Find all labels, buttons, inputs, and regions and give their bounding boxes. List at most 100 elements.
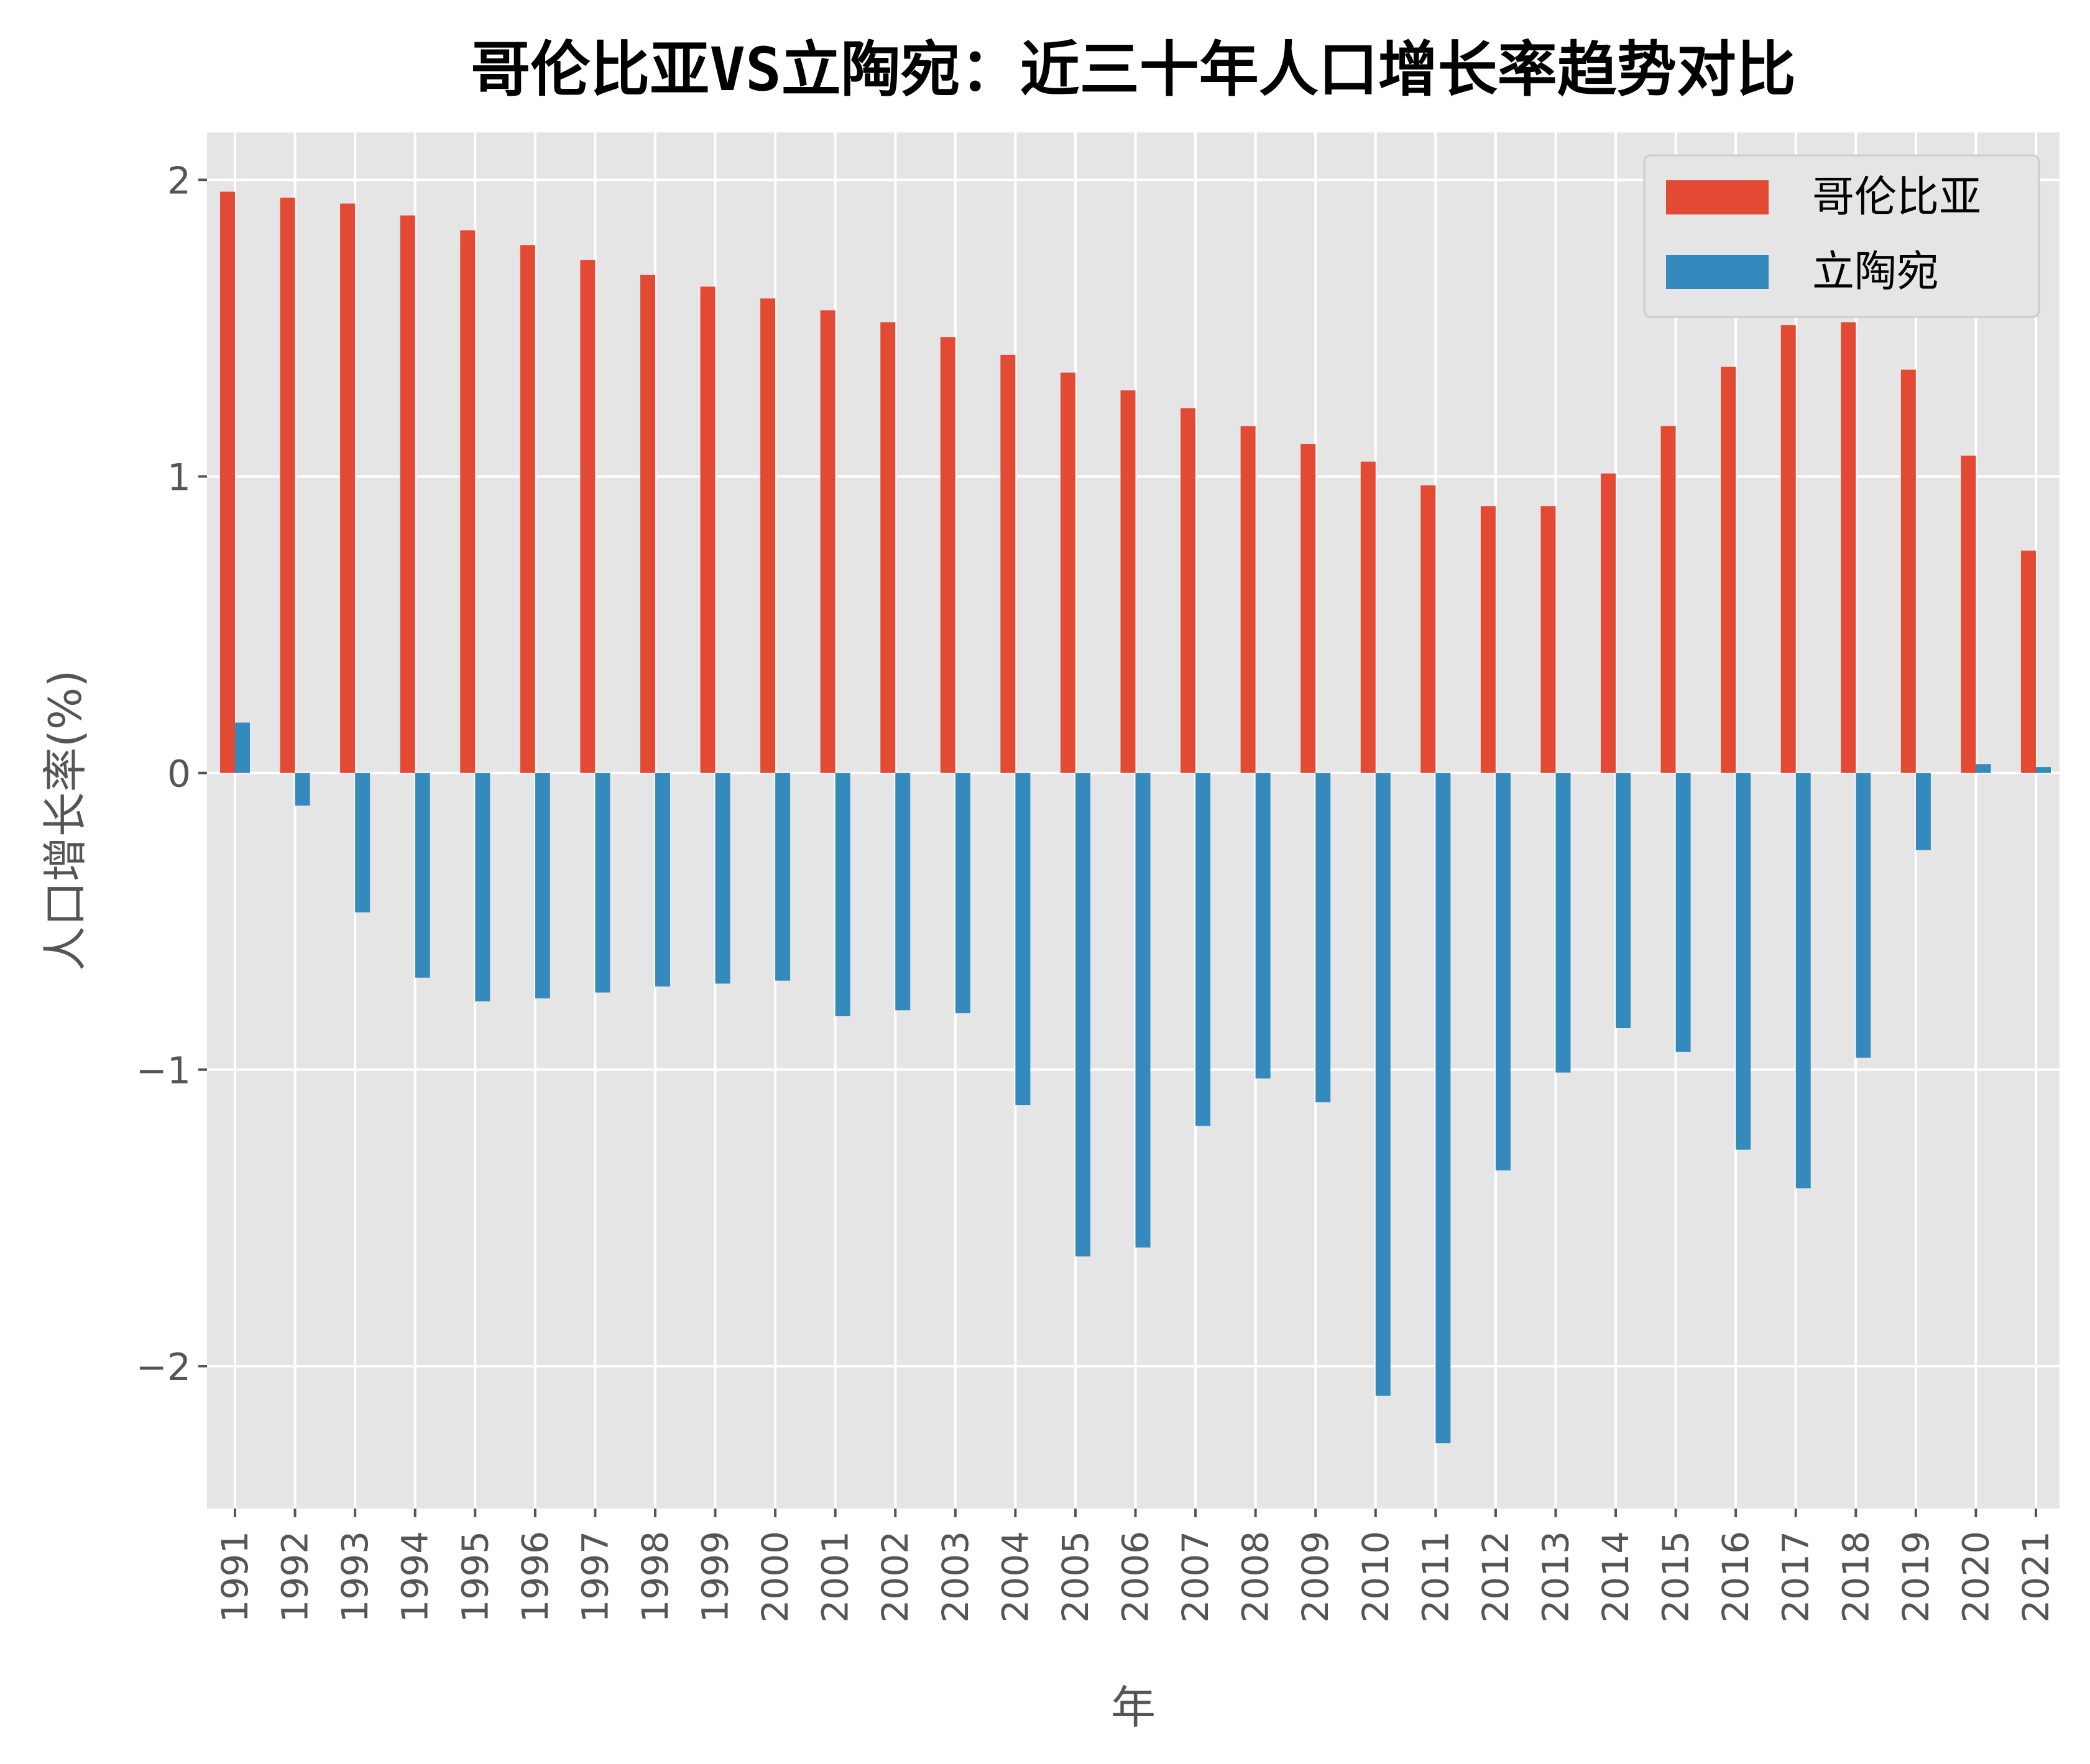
bar-lithuania-2021 (2036, 767, 2051, 773)
bar-lithuania-1991 (235, 722, 250, 773)
x-tick-label: 2008 (1235, 1531, 1277, 1623)
bar-lithuania-2006 (1135, 773, 1151, 1248)
bar-lithuania-2009 (1315, 773, 1331, 1103)
x-tick-label: 1992 (274, 1531, 316, 1623)
legend-label-colombia: 哥伦比亚 (1812, 173, 1981, 222)
bar-colombia-2004 (1000, 354, 1016, 773)
x-tick-label: 2019 (1895, 1531, 1937, 1623)
x-tick-label: 2010 (1355, 1531, 1397, 1623)
bar-lithuania-1997 (595, 773, 610, 993)
x-tick-label: 2004 (994, 1531, 1036, 1623)
x-tick-label: 2006 (1115, 1531, 1157, 1623)
x-tick-label: 2011 (1414, 1531, 1457, 1623)
y-tick-label: 1 (167, 456, 191, 500)
x-tick-label: 1997 (574, 1531, 616, 1623)
bar-colombia-1991 (220, 191, 235, 773)
y-tick-label: −2 (136, 1346, 191, 1389)
bar-lithuania-1999 (715, 773, 730, 984)
bar-colombia-1996 (520, 245, 535, 773)
x-tick-label: 2001 (814, 1531, 857, 1623)
bar-colombia-1993 (340, 203, 356, 773)
bar-colombia-2019 (1900, 369, 1916, 773)
bar-colombia-2011 (1420, 485, 1436, 773)
bar-lithuania-2000 (775, 773, 791, 981)
plot-background (207, 132, 2060, 1509)
bar-colombia-2001 (820, 310, 836, 773)
x-tick-label: 2015 (1655, 1531, 1697, 1623)
bar-lithuania-2011 (1435, 773, 1451, 1444)
bar-colombia-2017 (1780, 325, 1796, 773)
bar-lithuania-2005 (1075, 773, 1090, 1257)
x-tick-label: 1991 (214, 1531, 256, 1623)
bar-colombia-2014 (1601, 473, 1616, 773)
x-tick-label: 1998 (634, 1531, 676, 1623)
x-tick-label: 2012 (1475, 1531, 1517, 1623)
bar-colombia-1997 (580, 260, 596, 773)
axes: −2 −1 0 1 2 1991 1992 1993 1994 1995 1996 1997 1998 1… (136, 159, 2057, 1622)
x-tick-label: 2000 (754, 1531, 796, 1623)
bar-lithuania-2016 (1736, 773, 1751, 1150)
bar-colombia-2003 (940, 337, 955, 773)
bar-colombia-2008 (1240, 426, 1256, 773)
bar-colombia-2000 (760, 298, 776, 773)
bar-lithuania-2019 (1915, 773, 1931, 850)
x-tick-label: 2005 (1054, 1531, 1097, 1623)
bar-colombia-1992 (280, 197, 295, 773)
bar-colombia-2015 (1660, 426, 1676, 773)
x-tick-label: 2003 (934, 1531, 977, 1623)
x-tick-label: 1999 (694, 1531, 737, 1623)
x-tick-label: 2016 (1715, 1531, 1757, 1623)
x-axis-label: 年 (1111, 1681, 1156, 1734)
x-tick-label: 1993 (334, 1531, 376, 1623)
bar-lithuania-2015 (1675, 773, 1691, 1052)
legend-swatch-lithuania (1666, 255, 1769, 289)
bar-colombia-2013 (1540, 506, 1556, 773)
x-tick-label: 2018 (1835, 1531, 1877, 1623)
bar-colombia-1999 (700, 287, 716, 773)
x-tick-label: 2007 (1174, 1531, 1217, 1623)
y-tick-label: 2 (167, 159, 191, 203)
bar-lithuania-1995 (475, 773, 490, 1002)
bar-colombia-1998 (640, 275, 655, 773)
bar-lithuania-1998 (655, 773, 670, 987)
legend-label-lithuania: 立陶宛 (1812, 247, 1939, 296)
x-tick-label: 2021 (2015, 1531, 2057, 1623)
bar-colombia-2005 (1060, 372, 1075, 773)
bar-lithuania-2002 (895, 773, 911, 1011)
bar-lithuania-1994 (415, 773, 430, 978)
bar-colombia-2007 (1181, 408, 1196, 773)
y-tick-label: 0 (167, 753, 191, 796)
bar-lithuania-2008 (1255, 773, 1271, 1079)
x-tick-label: 2009 (1294, 1531, 1337, 1623)
bar-lithuania-2014 (1616, 773, 1631, 1029)
x-tick-label: 2002 (874, 1531, 916, 1623)
bar-lithuania-2007 (1195, 773, 1211, 1126)
y-tick-label: −1 (136, 1049, 191, 1093)
bar-lithuania-2020 (1976, 764, 1991, 773)
x-tick-label: 2014 (1595, 1531, 1637, 1623)
x-tick-label: 1996 (514, 1531, 556, 1623)
bar-lithuania-1992 (295, 773, 310, 806)
bar-lithuania-2018 (1856, 773, 1871, 1058)
bar-colombia-2010 (1360, 461, 1376, 773)
x-tick-label: 2020 (1954, 1531, 1997, 1623)
bar-lithuania-2003 (955, 773, 970, 1014)
bar-lithuania-2010 (1375, 773, 1391, 1396)
bar-colombia-2021 (2021, 550, 2036, 773)
bar-colombia-2002 (880, 322, 896, 773)
legend: 哥伦比亚 立陶宛 (1643, 154, 2040, 318)
bar-colombia-2006 (1120, 390, 1136, 773)
bar-colombia-2020 (1961, 456, 1976, 773)
bar-colombia-1995 (460, 230, 476, 773)
bar-colombia-2018 (1841, 322, 1856, 773)
bar-lithuania-1996 (535, 773, 550, 999)
bar-lithuania-1993 (355, 773, 371, 912)
bar-lithuania-2017 (1795, 773, 1811, 1188)
x-tick-label: 2013 (1534, 1531, 1577, 1623)
x-tick-label: 1995 (454, 1531, 496, 1623)
legend-swatch-colombia (1666, 180, 1769, 214)
bar-lithuania-2001 (835, 773, 850, 1016)
x-tick-label: 2017 (1775, 1531, 1817, 1623)
